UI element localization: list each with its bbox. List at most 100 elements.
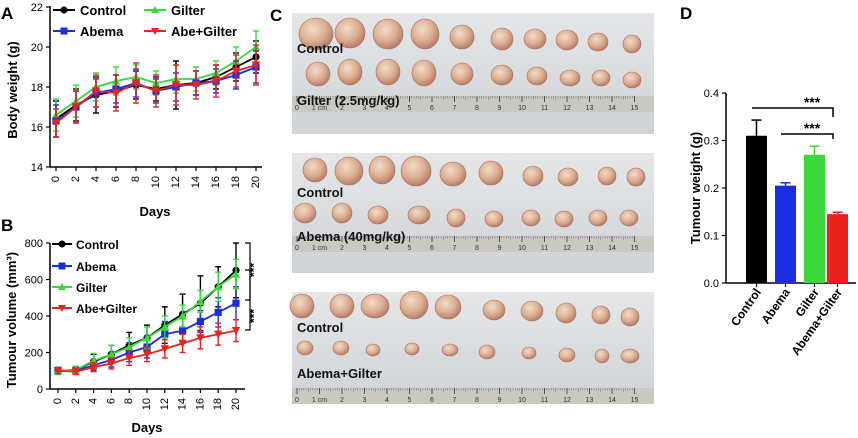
ruler-label: 10 (518, 397, 526, 404)
ruler-label: 3 (363, 245, 367, 252)
y-tick-label: 0.0 (704, 278, 719, 290)
x-tick-label: Control (728, 286, 764, 329)
tumour-specimen (332, 203, 352, 223)
data-point (215, 309, 222, 316)
y-tick-label: 400 (25, 311, 43, 323)
photo-label-treatment: Gilter (2.5mg/kg) (297, 93, 400, 108)
tumour-specimen (361, 294, 389, 318)
data-point (232, 300, 239, 307)
legend-control: Control (76, 238, 119, 252)
ruler-label: 1 cm (312, 245, 327, 252)
panel-letter-a: A (1, 4, 13, 23)
ruler-label: 6 (430, 105, 434, 112)
photo-label-control: Control (297, 320, 343, 335)
significance-label-2: *** (247, 309, 261, 323)
tumour-specimen (368, 206, 388, 224)
photo-2: 0 1 cm 2 3 4 5 6 7 8 9 10 11 12 13 14 15 Control Abema (4… (292, 153, 654, 273)
tumour-specimen (598, 167, 616, 185)
body-weight-chart: Body weight (g) Days 14161820220 2 4 6 8 10 12… (5, 2, 262, 219)
significance-bracket-control (752, 108, 833, 117)
legend-gilter: Gilter (76, 281, 108, 295)
x-tick-label: 10 (150, 176, 162, 188)
tumour-specimen (621, 349, 639, 363)
legend-control: Control (80, 3, 126, 18)
ruler-label: 6 (430, 245, 434, 252)
ruler-label: 5 (408, 397, 412, 404)
tumour-specimen (440, 162, 466, 186)
tumour-specimen (401, 156, 431, 186)
tumour-specimen (338, 59, 362, 85)
data-point (179, 327, 186, 334)
tumour-specimen (376, 59, 400, 85)
ruler-label: 0 (295, 245, 299, 252)
x-tick-label: 16 (210, 176, 222, 188)
x-tick-label: 18 (212, 398, 224, 410)
ruler-label: 2 (340, 245, 344, 252)
photo-label-control: Control (297, 41, 343, 56)
legend-control-marker (61, 7, 68, 14)
y-tick-label: 200 (25, 348, 43, 360)
ruler-label: 0 (295, 397, 299, 404)
ruler-label: 9 (498, 397, 502, 404)
ruler-label: 7 (453, 397, 457, 404)
ruler-label: 14 (608, 245, 616, 252)
ruler-label: 13 (586, 105, 594, 112)
data-point (197, 318, 204, 325)
photo-3: 01 cm 2 3 4 5 6 7 8 9 10 11 12 13 14 15ControlAbema+Gi… (290, 291, 654, 404)
ruler-label: 15 (631, 245, 639, 252)
ruler-label: 12 (563, 245, 571, 252)
x-tick-label: 14 (190, 176, 202, 188)
tumour-specimen (412, 60, 436, 86)
ruler-label: 8 (475, 245, 479, 252)
tumour-specimen (556, 303, 576, 323)
tumour-specimen (491, 28, 513, 50)
tumour-specimen (592, 70, 610, 86)
tumour-specimen (595, 349, 609, 363)
y-tick-label: 0.3 (704, 136, 719, 148)
y-tick-label: 800 (25, 238, 43, 250)
x-tick-label: 20 (230, 398, 242, 410)
ruler-label: 14 (608, 397, 616, 404)
tumour-specimen (303, 158, 327, 182)
tumour-specimen (447, 209, 465, 227)
tumour-volume-chart: Tumour volume (mm³) Days 02004006008000 2… (4, 238, 261, 435)
x-tick-label: 0 (50, 176, 62, 182)
x-tick-label: 14 (177, 398, 189, 410)
x-tick-label: 20 (250, 176, 262, 188)
ruler-label: 10 (518, 245, 526, 252)
tumour-specimen (369, 156, 395, 184)
ruler-label: 12 (563, 105, 571, 112)
tumour-specimen (621, 308, 639, 326)
x-tick-label: 8 (123, 398, 135, 404)
tumour-specimen (556, 30, 578, 50)
tumour-specimen (588, 33, 608, 51)
x-tick-label: 10 (141, 398, 153, 410)
tumour-specimen (483, 300, 505, 320)
legend: Control Gilter Abema Abe+Gilter (53, 3, 237, 39)
ruler-label: 15 (631, 105, 639, 112)
tumour-photos-panel: 0 1 cm 2 3 4 5 6 7 8 9 10 11 12 13 14 15 Control Gilter (… (290, 13, 654, 404)
legend-combo: Abe+Gilter (171, 24, 237, 39)
series-abe-gilter (52, 45, 260, 137)
x-tick-label: 6 (110, 176, 122, 182)
x-tick-label: 16 (194, 398, 206, 410)
ruler-label: 12 (563, 397, 571, 404)
tumour-specimen (524, 29, 546, 49)
ruler-label: 3 (363, 397, 367, 404)
panel-letter-c: C (270, 6, 282, 25)
ruler-label: 9 (498, 105, 502, 112)
legend-gilter: Gilter (171, 3, 205, 18)
tumour-specimen (451, 63, 473, 85)
tumour-specimen (290, 294, 314, 318)
ruler-label: 14 (608, 105, 616, 112)
tumour-specimen (592, 306, 610, 324)
bar-gilter (804, 155, 825, 283)
tumour-specimen (435, 295, 461, 319)
x-axis-label: Days (139, 204, 170, 219)
ruler-label: 8 (475, 105, 479, 112)
tumour-specimen (294, 203, 316, 223)
x-axis-label: Days (131, 420, 162, 435)
tumour-specimen (522, 347, 536, 359)
ruler-label: 4 (385, 245, 389, 252)
tumour-specimen (521, 301, 543, 321)
